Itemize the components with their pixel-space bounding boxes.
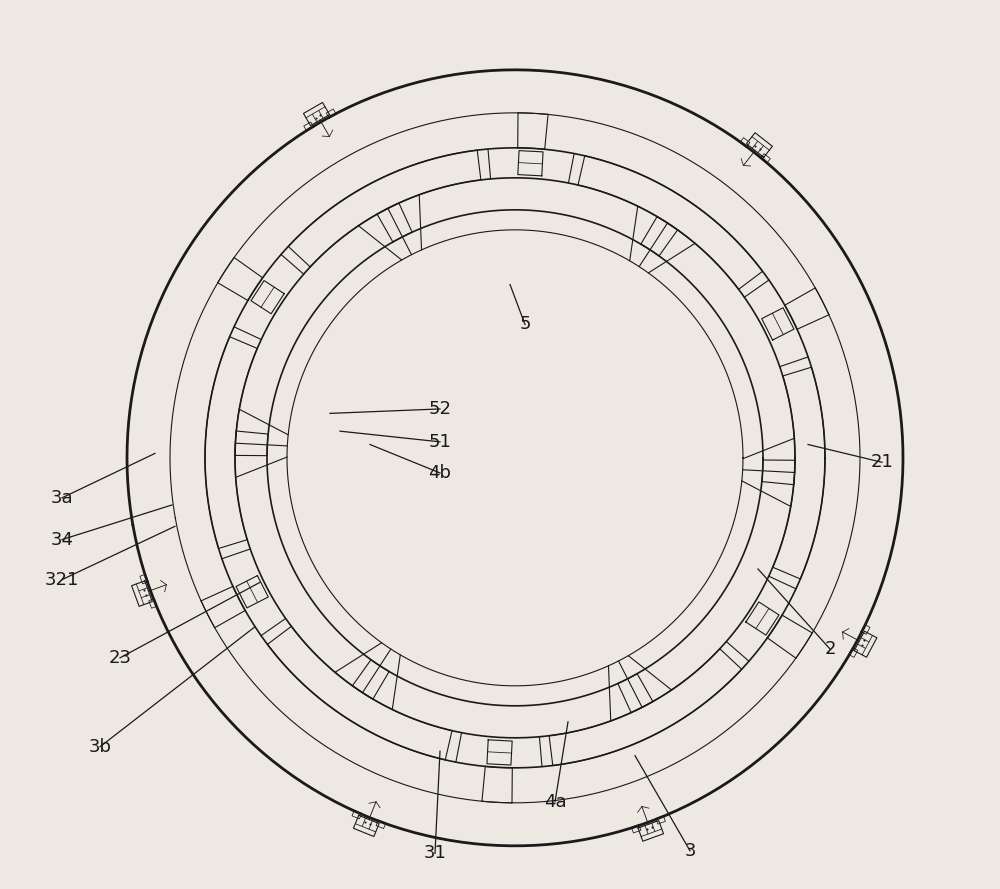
Text: 31: 31 (424, 845, 446, 862)
Text: 23: 23 (109, 649, 132, 667)
Text: 21: 21 (871, 453, 893, 471)
Text: 3b: 3b (89, 738, 112, 756)
Text: 3a: 3a (51, 489, 73, 507)
Text: 4b: 4b (429, 464, 452, 482)
Text: 51: 51 (429, 433, 451, 451)
Text: 34: 34 (51, 531, 74, 549)
Text: 321: 321 (45, 571, 79, 589)
Text: 2: 2 (824, 640, 836, 658)
Text: 52: 52 (429, 400, 452, 418)
Text: 4a: 4a (544, 793, 566, 811)
Text: 5: 5 (519, 316, 531, 333)
Text: 3: 3 (684, 842, 696, 860)
